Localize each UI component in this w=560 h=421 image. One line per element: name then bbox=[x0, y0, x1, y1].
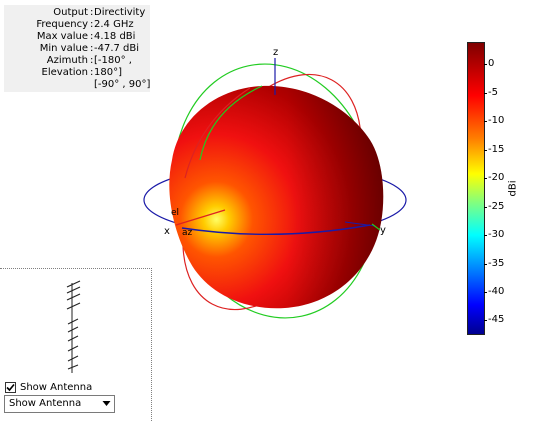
antenna-preview-panel[interactable] bbox=[0, 268, 152, 421]
colorbar-tick-label: 0 bbox=[488, 58, 495, 69]
colorbar-tickmark bbox=[484, 178, 487, 179]
colorbar-tickmark bbox=[484, 292, 487, 293]
colon: : bbox=[90, 43, 94, 54]
x-axis-label: x bbox=[164, 226, 170, 237]
colorbar-tick-label: -5 bbox=[488, 87, 498, 98]
info-value: [-90° , 90°] bbox=[94, 79, 151, 90]
info-row-frequency: Frequency : 2.4 GHz bbox=[4, 19, 150, 31]
colorbar-tickmark bbox=[484, 121, 487, 122]
info-value: Directivity bbox=[94, 7, 146, 18]
checkbox-icon[interactable] bbox=[5, 382, 16, 393]
y-axis-tick bbox=[371, 223, 381, 231]
az-axis-label: az bbox=[182, 228, 193, 238]
el-axis-label: el bbox=[171, 208, 179, 218]
x-axis-line bbox=[175, 209, 226, 226]
red-ring-front bbox=[184, 87, 251, 179]
info-value: 180°] bbox=[94, 67, 122, 78]
info-label: Frequency bbox=[36, 19, 88, 30]
show-antenna-checkbox[interactable]: Show Antenna bbox=[5, 381, 92, 394]
colon: : bbox=[90, 55, 94, 66]
colorbar-tickmark bbox=[484, 320, 487, 321]
info-value: 4.18 dBi bbox=[94, 31, 136, 42]
chevron-down-icon bbox=[102, 401, 111, 406]
info-label: Max value bbox=[36, 31, 88, 42]
colorbar-tick-label: -35 bbox=[488, 258, 505, 269]
colorbar-tick-label: -45 bbox=[488, 314, 505, 325]
colorbar-tick-label: -10 bbox=[488, 115, 505, 126]
info-value: 2.4 GHz bbox=[94, 19, 134, 30]
info-panel: Output : Directivity Frequency : 2.4 GHz… bbox=[4, 5, 150, 92]
colorbar-tickmark bbox=[484, 207, 487, 208]
colorbar-tickmark bbox=[484, 93, 487, 94]
show-antenna-label: Show Antenna bbox=[20, 382, 93, 393]
colorbar-tick-label: -20 bbox=[488, 172, 505, 183]
info-row-azimuth: Azimuth : [-180° , bbox=[4, 55, 150, 67]
y-axis-label: y bbox=[380, 225, 386, 236]
pattern-shading bbox=[169, 85, 384, 309]
colorbar-tick-label: -40 bbox=[488, 286, 505, 297]
info-row-extra: [-90° , 90°] bbox=[4, 79, 150, 91]
colorbar-tickmark bbox=[484, 150, 487, 151]
colon: : bbox=[90, 67, 94, 78]
dropdown-value: Show Antenna bbox=[9, 398, 82, 409]
info-value: [-180° , bbox=[94, 55, 132, 66]
y-axis-line bbox=[344, 221, 376, 227]
info-row-output: Output : Directivity bbox=[4, 7, 150, 19]
colon: : bbox=[90, 7, 94, 18]
colorbar-tickmark bbox=[484, 235, 487, 236]
info-value: -47.7 dBi bbox=[94, 43, 140, 54]
colorbar-tickmark bbox=[484, 64, 487, 65]
azimuth-ring-front bbox=[181, 224, 371, 236]
info-row-elevation: Elevation : 180°] bbox=[4, 67, 150, 79]
colorbar-tick-label: -25 bbox=[488, 201, 505, 212]
info-label: Elevation bbox=[41, 67, 88, 78]
info-label: Azimuth bbox=[46, 55, 88, 66]
colon: : bbox=[90, 31, 94, 42]
colorbar-unit-label: dBi bbox=[507, 180, 519, 197]
green-ring-front bbox=[199, 85, 263, 161]
info-row-max: Max value : 4.18 dBi bbox=[4, 31, 150, 43]
colorbar bbox=[467, 42, 485, 335]
z-axis-label: z bbox=[273, 47, 278, 58]
colorbar-tick-label: -15 bbox=[488, 144, 505, 155]
info-row-min: Min value : -47.7 dBi bbox=[4, 43, 150, 55]
info-label: Output bbox=[53, 7, 88, 18]
colorbar-tick-label: -30 bbox=[488, 229, 505, 240]
colorbar-tickmark bbox=[484, 264, 487, 265]
checkmark-icon bbox=[6, 383, 15, 392]
antenna-preview-icon bbox=[66, 280, 81, 373]
info-label: Min value bbox=[39, 43, 88, 54]
colon: : bbox=[90, 19, 94, 30]
antenna-view-dropdown[interactable]: Show Antenna bbox=[4, 395, 115, 413]
